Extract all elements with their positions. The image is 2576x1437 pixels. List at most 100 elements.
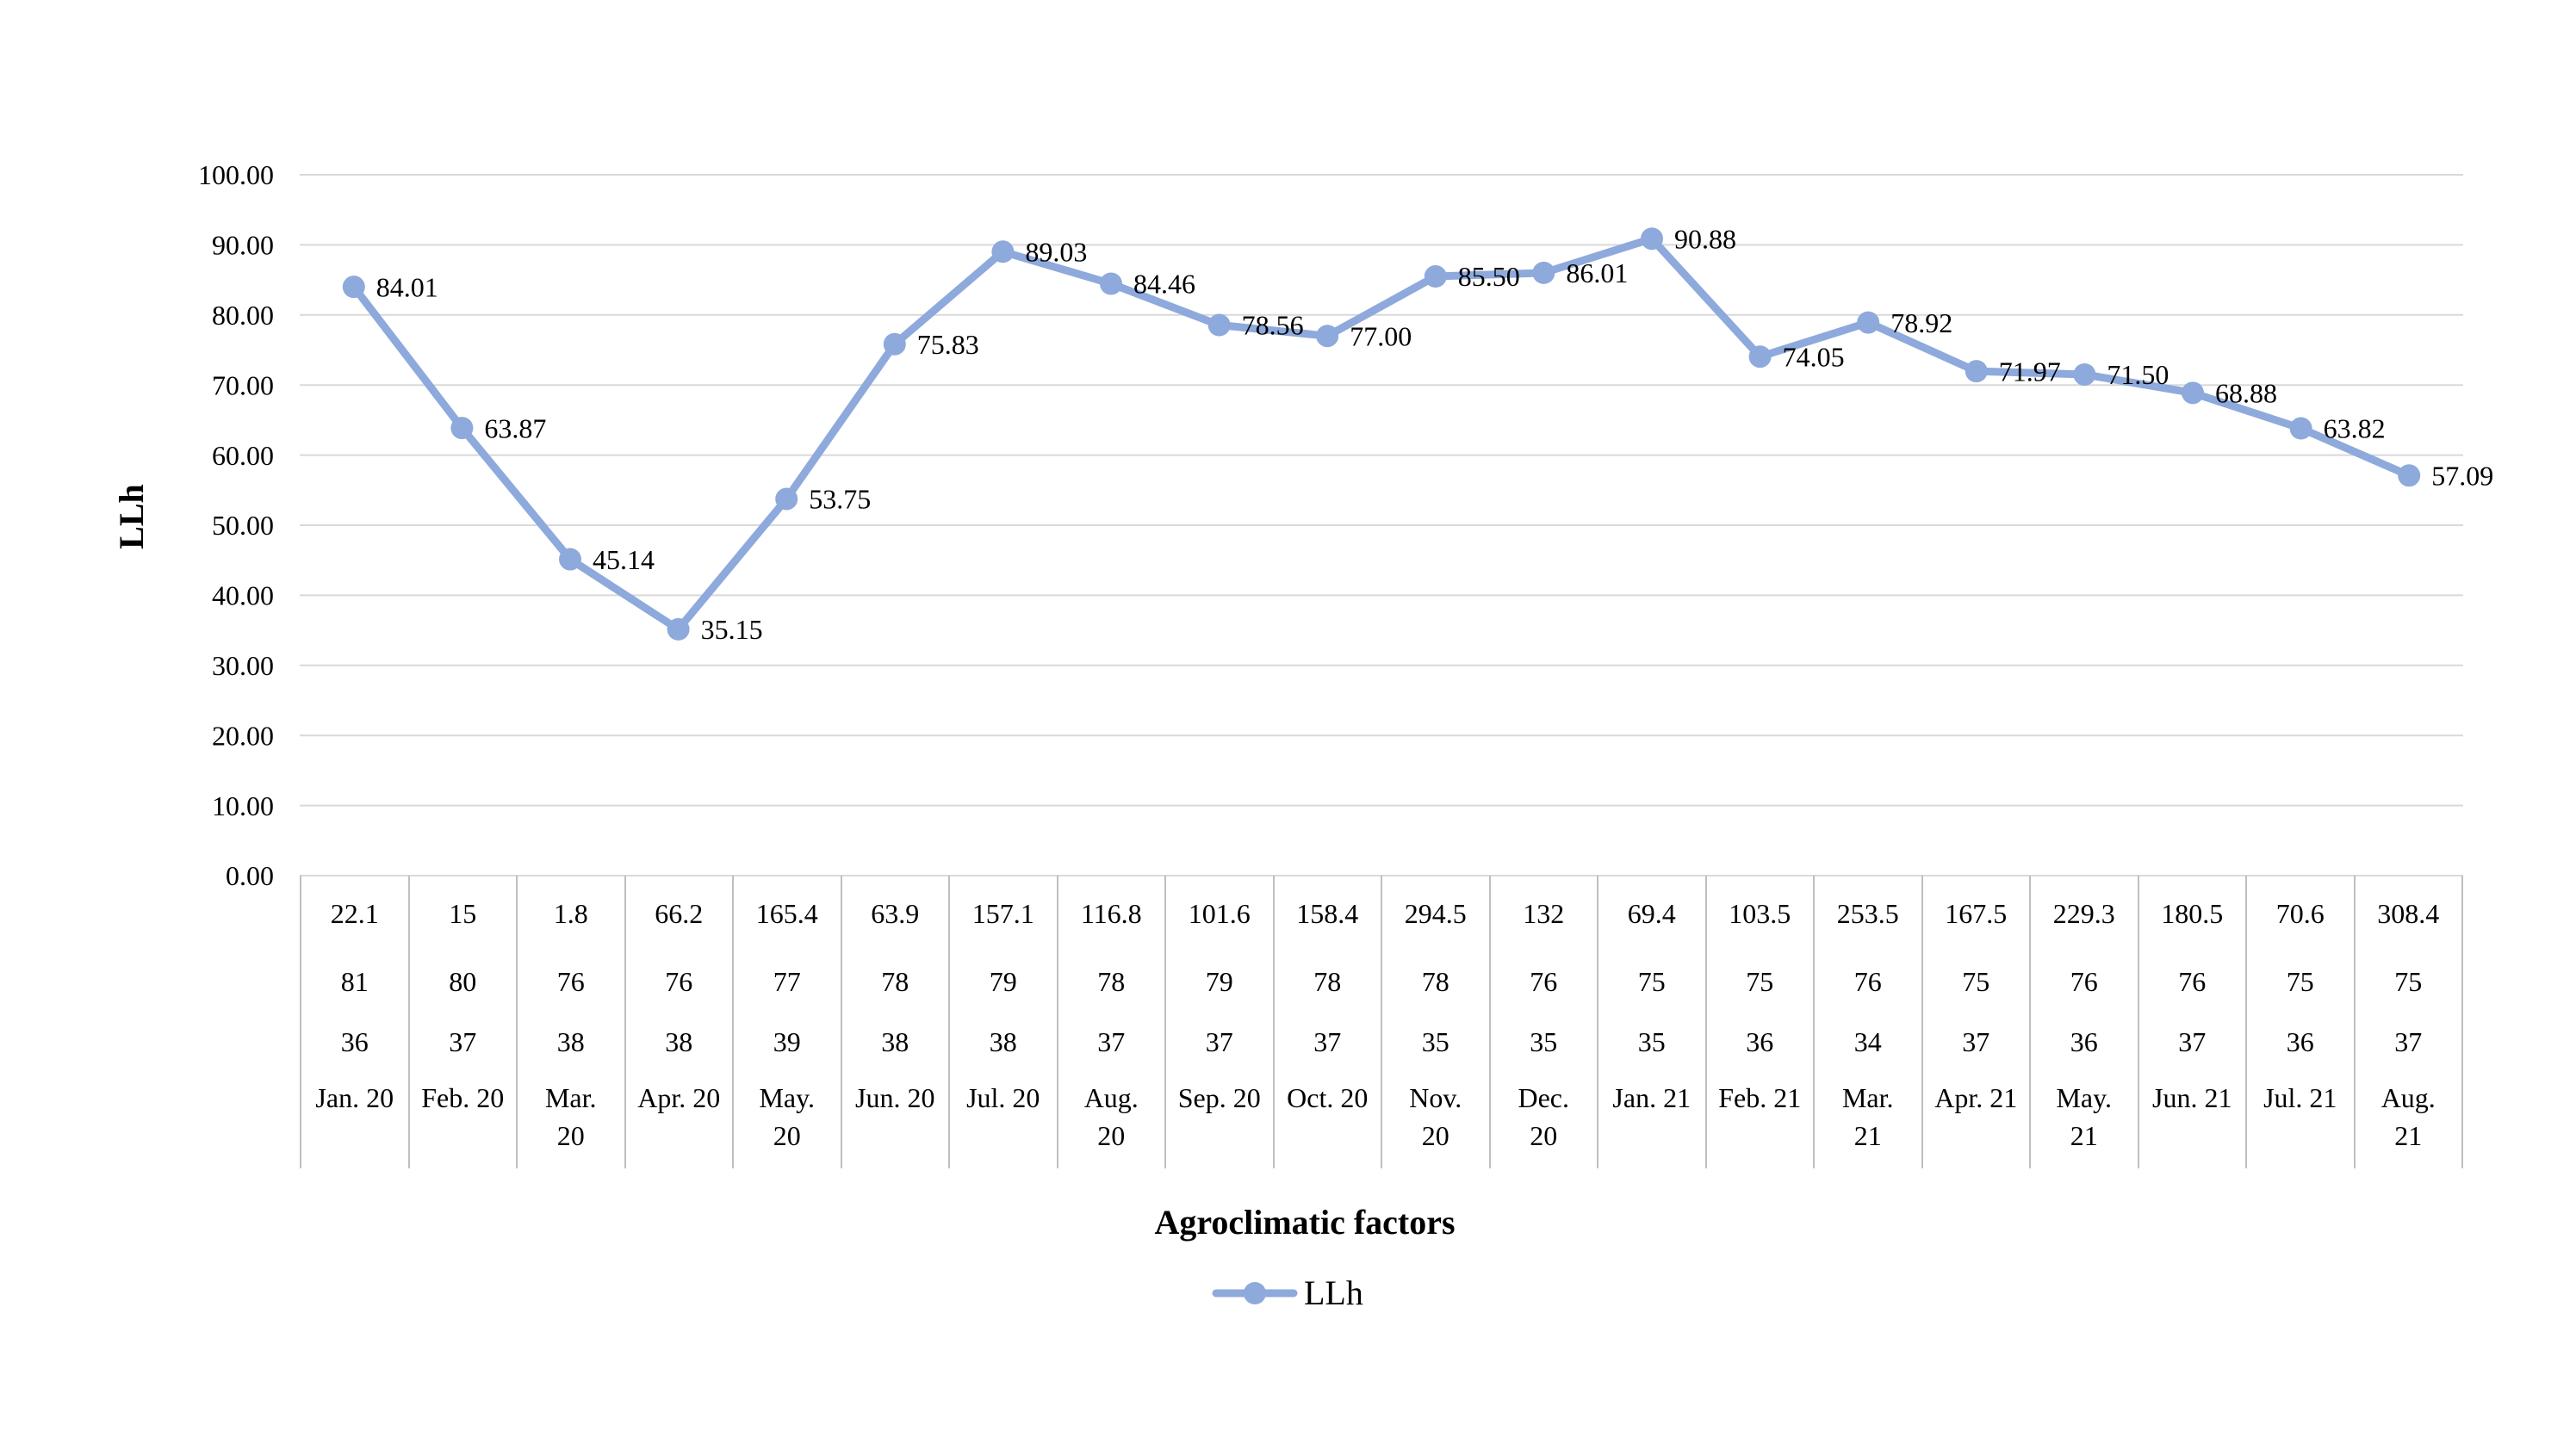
axis-table-value-row1: 294.5 (1381, 876, 1489, 951)
data-label: 45.14 (593, 544, 655, 575)
axis-table-value-row2: 75 (2353, 951, 2462, 1012)
data-label: 85.50 (1458, 261, 1520, 292)
data-point (2182, 381, 2204, 405)
y-tick-label: 30.00 (212, 650, 274, 681)
axis-table-value-row1: 165.4 (732, 876, 841, 951)
data-label: 75.83 (917, 329, 979, 360)
axis-table-value-row3: 38 (516, 1012, 624, 1072)
axis-table-value-row2: 76 (516, 951, 624, 1012)
y-tick-label: 60.00 (212, 440, 274, 471)
data-point (559, 548, 581, 571)
axis-table-value-row1: 180.5 (2137, 876, 2246, 951)
data-label: 68.88 (2215, 378, 2277, 409)
y-axis-title: LLh (111, 484, 151, 549)
data-point (1316, 325, 1339, 348)
axis-table-value-row1: 229.3 (2029, 876, 2138, 951)
data-label: 74.05 (1783, 341, 1845, 372)
axis-table-value-row2: 78 (1056, 951, 1165, 1012)
data-point (2073, 362, 2096, 386)
axis-table-value-row2: 76 (2029, 951, 2138, 1012)
data-point (1641, 227, 1663, 251)
axis-table-value-row2: 80 (407, 951, 517, 1012)
data-label: 84.01 (376, 271, 438, 302)
axis-table-value-row3: 37 (1056, 1012, 1165, 1072)
data-point (450, 417, 474, 440)
data-label: 35.15 (701, 614, 763, 645)
axis-table-month-label: Mar. 21 (1813, 1072, 1921, 1168)
axis-table-value-row2: 79 (948, 951, 1057, 1012)
axis-table-month-label: Apr. 21 (1921, 1072, 2030, 1168)
axis-table-month-label: Jun. 20 (840, 1072, 949, 1168)
axis-table-value-row3: 37 (1921, 1012, 2030, 1072)
axis-table-value-row3: 34 (1813, 1012, 1921, 1072)
data-label: 89.03 (1025, 236, 1087, 267)
axis-table-value-row1: 158.4 (1272, 876, 1381, 951)
axis-table-value-row1: 132 (1488, 876, 1598, 951)
y-tick-label: 70.00 (212, 369, 274, 400)
data-point (2289, 417, 2312, 440)
axis-table-month-label: Mar. 20 (516, 1072, 624, 1168)
y-tick-label: 100.00 (198, 159, 274, 190)
y-tick-label: 20.00 (212, 720, 274, 751)
data-point (667, 617, 690, 641)
data-label: 78.92 (1890, 307, 1952, 338)
plot-area: 0.00 10.00 20.00 30.00 40.00 50.00 60.00 70.00 8… (198, 159, 2493, 891)
axis-table-month-label: Apr. 20 (624, 1072, 733, 1168)
axis-table-value-row2: 77 (732, 951, 841, 1012)
axis-table-value-row1: 103.5 (1704, 876, 1814, 951)
axis-table-month-label: Sep. 20 (1164, 1072, 1273, 1168)
axis-table-month-label: Jul. 21 (2245, 1072, 2354, 1168)
data-point (1207, 313, 1231, 337)
data-point (342, 276, 365, 299)
axis-table-value-row3: 36 (1704, 1012, 1814, 1072)
series-line-llh (350, 234, 2413, 634)
data-label: 90.88 (1674, 223, 1736, 254)
axis-table-value-row3: 36 (300, 1012, 408, 1072)
axis-table-value-row2: 75 (1704, 951, 1814, 1012)
axis-table-value-row2: 81 (300, 951, 408, 1012)
axis-table-value-row3: 38 (948, 1012, 1057, 1072)
axis-table-value-row3: 38 (624, 1012, 733, 1072)
data-label: 57.09 (2431, 460, 2493, 491)
axis-table-value-row3: 37 (2137, 1012, 2246, 1072)
axis-table-value-row1: 167.5 (1921, 876, 2030, 951)
axis-table-value-row2: 79 (1164, 951, 1273, 1012)
axis-table-value-row2: 75 (1921, 951, 2030, 1012)
axis-table-value-row1: 253.5 (1813, 876, 1921, 951)
axis-table-month-label: Jun. 21 (2137, 1072, 2246, 1168)
data-point (1532, 261, 1555, 284)
axis-table-value-row1: 66.2 (624, 876, 733, 951)
axis-table-value-row1: 308.4 (2353, 876, 2462, 951)
data-label: 53.75 (809, 484, 871, 515)
data-label: 84.46 (1133, 269, 1195, 300)
data-point (1100, 272, 1122, 295)
y-tick-label: 50.00 (212, 510, 274, 541)
axis-table-month-label: Feb. 20 (407, 1072, 517, 1168)
axis-table-value-row2: 75 (1597, 951, 1705, 1012)
y-tick-label: 80.00 (212, 300, 274, 331)
axis-table-value-row1: 101.6 (1164, 876, 1273, 951)
axis-table-month-label: May. 20 (732, 1072, 841, 1168)
data-point (991, 240, 1015, 263)
axis-table-value-row1: 63.9 (840, 876, 949, 951)
axis-table-value-row1: 70.6 (2245, 876, 2354, 951)
axis-table-value-row2: 78 (840, 951, 949, 1012)
data-label: 63.82 (2324, 413, 2386, 444)
x-axis-data-table: 22.1 15 1.8 66.2 165.4 63.9 157.1 116.8 101.6 158… (300, 876, 2463, 1168)
data-point (1748, 345, 1772, 369)
axis-table-month-label: Jan. 20 (300, 1072, 408, 1168)
axis-table-value-row1: 1.8 (516, 876, 624, 951)
data-point (883, 332, 906, 356)
legend: LLh (1211, 1273, 1363, 1313)
axis-table-month-label: Feb. 21 (1704, 1072, 1814, 1168)
axis-table-value-row3: 37 (1272, 1012, 1381, 1072)
axis-table-month-label: Jan. 21 (1597, 1072, 1705, 1168)
axis-table-value-row1: 116.8 (1056, 876, 1165, 951)
axis-table-value-row3: 35 (1381, 1012, 1489, 1072)
data-label: 63.87 (484, 412, 546, 443)
axis-table-month-label: May. 21 (2029, 1072, 2138, 1168)
y-tick-label: 90.00 (212, 230, 274, 261)
data-point (1424, 265, 1447, 288)
axis-table-value-row2: 76 (2137, 951, 2246, 1012)
